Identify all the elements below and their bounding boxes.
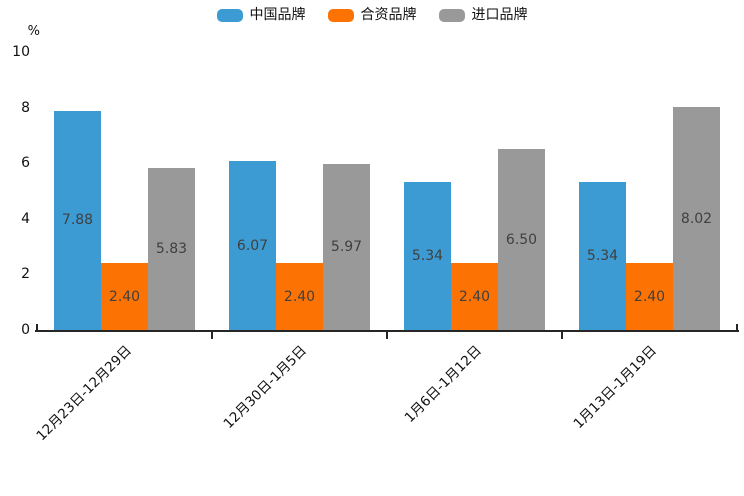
chart-legend: 中国品牌 合资品牌 进口品牌 [0, 8, 744, 22]
bar-value-label: 6.07 [236, 237, 269, 254]
plot-area: 7.88 2.40 5.83 6.07 2.40 5.97 5.34 2.40 6.50 5.34… [37, 52, 737, 330]
bar-value-label: 5.83 [155, 240, 188, 257]
x-tick-mark [211, 330, 213, 339]
bar-value-label: 2.40 [108, 288, 141, 305]
legend-swatch-icon [327, 8, 354, 22]
bar-series1-group0 [101, 263, 148, 330]
y-tick-label: 0 [21, 322, 30, 338]
x-tick-mark [36, 324, 38, 332]
bar-series2-group1 [323, 164, 370, 330]
bar-value-label: 2.40 [283, 288, 316, 305]
bar-value-label: 5.97 [330, 239, 363, 256]
legend-item-1: 合资品牌 [327, 7, 417, 23]
bar-value-label: 6.50 [505, 231, 538, 248]
y-tick-label: 4 [21, 210, 30, 227]
legend-label: 中国品牌 [249, 7, 306, 23]
bar-value-label: 8.02 [680, 210, 713, 227]
bar-series0-group1 [229, 161, 276, 330]
legend-item-0: 中国品牌 [216, 7, 306, 23]
x-tick-label: 1月6日-1月12日 [401, 342, 485, 426]
bar-value-label: 5.34 [411, 247, 444, 264]
bar-series1-group2 [451, 263, 498, 330]
y-tick-label: 6 [21, 155, 30, 172]
y-tick-label: 2 [21, 266, 30, 283]
legend-label: 进口品牌 [471, 7, 528, 23]
legend-swatch-icon [216, 8, 243, 22]
y-tick-label: 8 [21, 99, 30, 116]
bar-series0-group0 [54, 110, 101, 330]
x-tick-mark [561, 330, 563, 339]
bar-value-label: 2.40 [633, 288, 666, 305]
legend-swatch-icon [438, 8, 465, 22]
bar-value-label: 5.34 [586, 247, 619, 264]
bar-value-label: 2.40 [458, 288, 491, 305]
legend-item-2: 进口品牌 [438, 7, 528, 23]
bar-series2-group0 [148, 167, 195, 330]
bar-series1-group1 [276, 263, 323, 330]
y-axis-unit-label: % [27, 24, 40, 39]
bar-series2-group3 [673, 107, 720, 330]
bar-series0-group3 [579, 181, 626, 330]
x-tick-label: 1月13日-1月19日 [570, 342, 660, 432]
bar-series0-group2 [404, 181, 451, 330]
bar-value-label: 7.88 [61, 212, 94, 229]
legend-label: 合资品牌 [360, 7, 417, 23]
x-tick-mark [736, 324, 738, 332]
y-tick-label: 10 [12, 44, 30, 60]
bar-series1-group3 [626, 263, 673, 330]
x-tick-label: 12月23日-12月29日 [32, 342, 135, 445]
x-tick-mark [386, 330, 388, 339]
bar-series2-group2 [498, 149, 545, 330]
x-tick-label: 12月30日-1月5日 [220, 342, 310, 432]
